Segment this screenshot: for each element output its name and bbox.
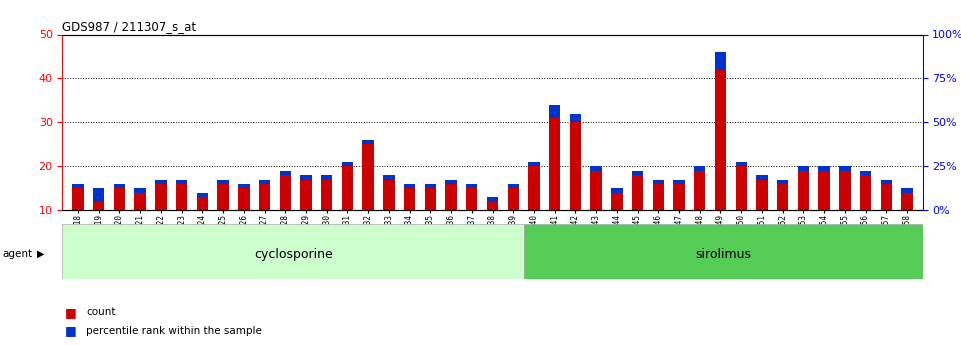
- Bar: [113, 184, 125, 188]
- Bar: [590, 171, 602, 210]
- Bar: [135, 188, 146, 193]
- Bar: [529, 166, 540, 210]
- Bar: [860, 175, 872, 210]
- Bar: [404, 188, 415, 210]
- Bar: [280, 171, 291, 175]
- Bar: [321, 180, 333, 210]
- Bar: [93, 201, 105, 210]
- Bar: [197, 197, 209, 210]
- Bar: [570, 122, 581, 210]
- Bar: [674, 180, 685, 184]
- Bar: [632, 171, 643, 175]
- Text: agent: agent: [2, 249, 32, 258]
- Bar: [176, 180, 187, 184]
- Text: ■: ■: [65, 306, 77, 319]
- Bar: [425, 184, 436, 188]
- Bar: [72, 188, 84, 210]
- Bar: [466, 184, 478, 188]
- Bar: [776, 180, 788, 184]
- Bar: [156, 184, 166, 210]
- Bar: [611, 193, 623, 210]
- Bar: [715, 70, 727, 210]
- Bar: [735, 166, 747, 210]
- Bar: [735, 162, 747, 166]
- Bar: [300, 180, 311, 210]
- Bar: [798, 171, 809, 210]
- Bar: [674, 184, 685, 210]
- Bar: [217, 184, 229, 210]
- Bar: [176, 184, 187, 210]
- Bar: [570, 114, 581, 122]
- Bar: [425, 188, 436, 210]
- Bar: [300, 175, 311, 180]
- Bar: [798, 166, 809, 171]
- Bar: [756, 180, 768, 210]
- Bar: [507, 188, 519, 210]
- Bar: [901, 193, 913, 210]
- Text: count: count: [86, 307, 116, 317]
- Bar: [860, 171, 872, 175]
- Bar: [238, 184, 250, 188]
- Bar: [694, 171, 705, 210]
- Bar: [342, 162, 353, 166]
- Bar: [839, 171, 850, 210]
- Bar: [839, 166, 850, 171]
- Bar: [466, 188, 478, 210]
- Bar: [445, 180, 456, 184]
- Text: ▶: ▶: [37, 249, 44, 258]
- Bar: [72, 184, 84, 188]
- Bar: [217, 180, 229, 184]
- Bar: [342, 166, 353, 210]
- Text: percentile rank within the sample: percentile rank within the sample: [86, 326, 262, 335]
- Text: cyclosporine: cyclosporine: [254, 248, 333, 261]
- Bar: [383, 175, 395, 180]
- Bar: [321, 175, 333, 180]
- Bar: [259, 180, 270, 184]
- Bar: [259, 184, 270, 210]
- Bar: [632, 175, 643, 210]
- Text: sirolimus: sirolimus: [695, 248, 752, 261]
- Bar: [62, 224, 524, 279]
- Bar: [880, 180, 892, 184]
- Bar: [549, 118, 560, 210]
- Bar: [549, 105, 560, 118]
- Bar: [445, 184, 456, 210]
- Bar: [529, 162, 540, 166]
- Text: GDS987 / 211307_s_at: GDS987 / 211307_s_at: [62, 20, 197, 33]
- Bar: [819, 166, 829, 171]
- Bar: [135, 193, 146, 210]
- Bar: [756, 175, 768, 180]
- Bar: [653, 184, 664, 210]
- Bar: [238, 188, 250, 210]
- Bar: [694, 166, 705, 171]
- Bar: [590, 166, 602, 171]
- Bar: [819, 171, 829, 210]
- Bar: [776, 184, 788, 210]
- Bar: [487, 197, 498, 201]
- Bar: [901, 188, 913, 193]
- Bar: [487, 201, 498, 210]
- Bar: [404, 184, 415, 188]
- Bar: [524, 224, 923, 279]
- Bar: [197, 193, 209, 197]
- Bar: [362, 140, 374, 145]
- Bar: [93, 188, 105, 201]
- Bar: [715, 52, 727, 70]
- Bar: [280, 175, 291, 210]
- Bar: [383, 180, 395, 210]
- Bar: [156, 180, 166, 184]
- Bar: [611, 188, 623, 193]
- Bar: [653, 180, 664, 184]
- Text: ■: ■: [65, 324, 77, 337]
- Bar: [880, 184, 892, 210]
- Bar: [362, 145, 374, 210]
- Bar: [507, 184, 519, 188]
- Bar: [113, 188, 125, 210]
